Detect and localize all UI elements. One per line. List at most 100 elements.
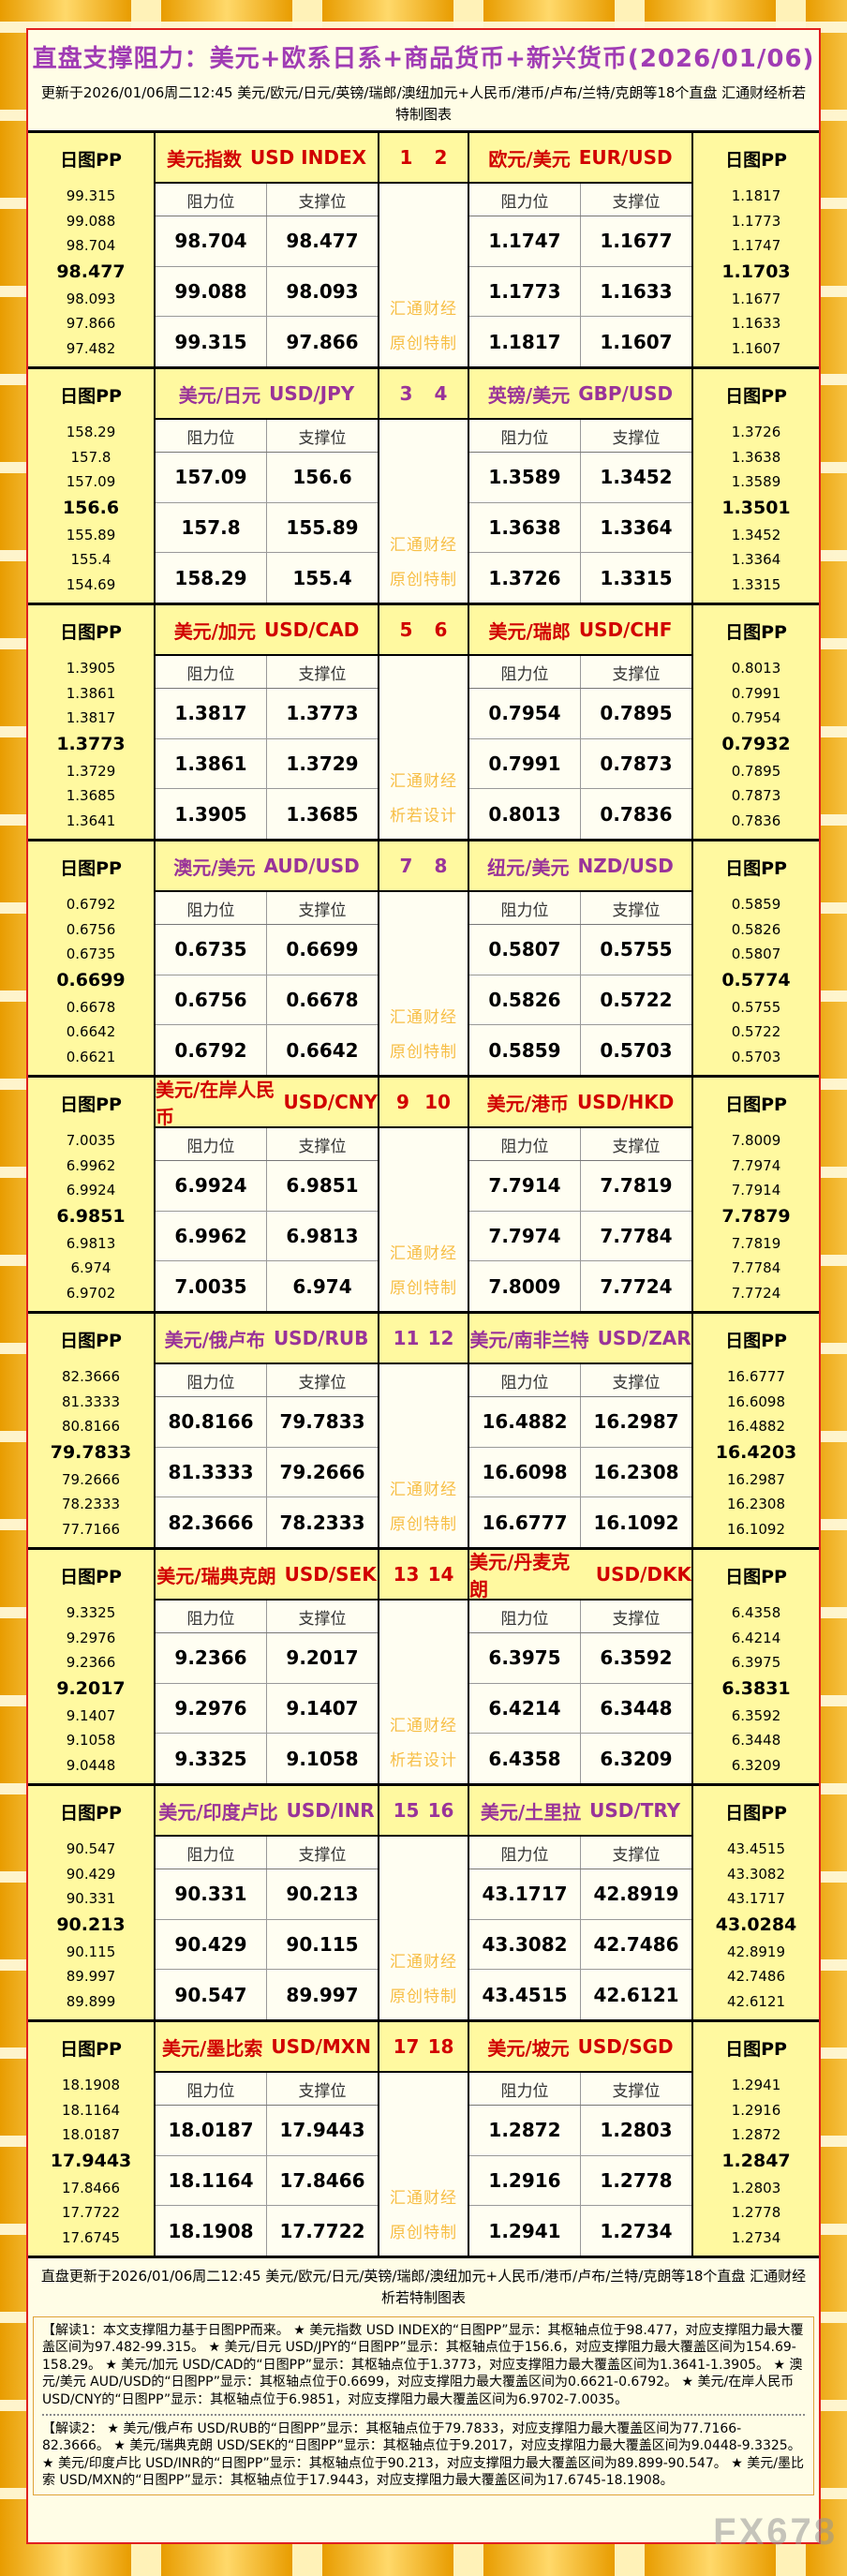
support-value: 6.3209 <box>580 1734 691 1784</box>
levels-row: 16.6777 16.1092 <box>469 1496 691 1548</box>
resistance-header: 阻力位 <box>500 428 549 448</box>
pp-value: 0.7991 <box>731 684 781 702</box>
support-value: 1.3773 <box>266 689 378 738</box>
resistance-value: 1.1817 <box>488 330 561 353</box>
pair-index-column: 3 4 汇通财经 原创特制 <box>379 369 468 603</box>
support-value: 42.8919 <box>580 1869 691 1919</box>
resistance-value: 1.2916 <box>488 2169 561 2192</box>
levels-row: 1.2872 1.2803 <box>469 2106 691 2155</box>
pp-value: 6.3975 <box>731 1654 781 1672</box>
pp-value: 1.3589 <box>731 473 781 491</box>
pp-value: 78.2333 <box>61 1496 121 1513</box>
resistance-value: 81.3333 <box>168 1461 254 1483</box>
support-value: 16.2308 <box>580 1447 691 1497</box>
pair-title: 英镑/美元 GBP/USD <box>469 369 691 420</box>
levels-row: 1.1747 1.1677 <box>469 216 691 266</box>
levels-header: 阻力位 支撑位 <box>156 420 378 453</box>
pp-column-right: 日图PP 1.2941 1.2916 1.2872 1.2847 1.2803 1.277… <box>693 2022 819 2256</box>
levels-header: 阻力位 支撑位 <box>156 1837 378 1869</box>
levels-table-right: 6.3975 6.3592 6.4214 6.3448 6.4358 6.3209 <box>469 1633 691 1784</box>
resistance-value: 6.4358 <box>488 1747 561 1770</box>
resistance-value: 18.1908 <box>168 2219 254 2242</box>
pair-index-column: 17 18 汇通财经 原创特制 <box>379 2022 468 2256</box>
support-value: 16.2987 <box>580 1397 691 1447</box>
currency-block: 日图PP 7.0035 6.9962 6.9924 6.9851 6.9813 6.974… <box>28 1075 819 1312</box>
levels-row: 7.8009 7.7724 <box>469 1260 691 1312</box>
pp-label: 日图PP <box>60 149 122 171</box>
pp-label: 日图PP <box>725 1566 787 1587</box>
pp-value: 6.9702 <box>66 1284 116 1302</box>
levels-row: 1.3726 1.3315 <box>469 552 691 603</box>
pair-number-left: 13 <box>393 1563 420 1586</box>
watermark-line-2: 原创特制 <box>390 335 457 353</box>
currency-block: 日图PP 9.3325 9.2976 9.2366 9.2017 9.1407 9.105… <box>28 1547 819 1784</box>
levels-row: 6.4214 6.3448 <box>469 1682 691 1734</box>
support-value: 1.3364 <box>580 502 691 553</box>
resistance-value: 90.331 <box>174 1883 247 1906</box>
watermark-area: 汇通财经 原创特制 <box>379 420 468 603</box>
currency-block: 日图PP 99.315 99.088 98.704 98.477 98.093 97.86… <box>28 130 819 367</box>
resistance-value: 1.2872 <box>488 2119 561 2142</box>
pp-value: 90.331 <box>66 1890 116 1908</box>
pair-left: 美元/日元 USD/JPY 阻力位 支撑位 157.09 156.6 157.8 15… <box>156 369 378 603</box>
pp-label: 日图PP <box>725 1330 787 1351</box>
resistance-value: 99.315 <box>174 330 247 353</box>
pp-value: 1.1607 <box>731 339 781 357</box>
pp-value: 7.8009 <box>731 1132 781 1150</box>
support-value: 0.6699 <box>266 925 378 975</box>
pp-value: 9.2976 <box>66 1629 116 1646</box>
pp-list-right: 1.2941 1.2916 1.2872 1.2847 1.2803 1.2778 1.27… <box>693 2073 819 2256</box>
pair-right-name-cn: 美元/港币 <box>486 1092 569 1115</box>
levels-table-right: 0.5807 0.5755 0.5826 0.5722 0.5859 0.5703 <box>469 925 691 1076</box>
watermark-area: 汇通财经 原创特制 <box>379 1128 468 1311</box>
pair-right-name-cn: 美元/瑞郎 <box>488 619 571 643</box>
pp-pivot-value: 43.0284 <box>715 1914 797 1936</box>
support-value: 0.6642 <box>266 1025 378 1076</box>
pair-left-name-cn: 美元/印度卢比 <box>158 1800 278 1824</box>
watermark-line-2: 析若设计 <box>390 807 457 826</box>
pp-value: 0.7954 <box>731 709 781 727</box>
resistance-value: 9.2366 <box>174 1646 247 1670</box>
pair-index-column: 5 6 汇通财经 析若设计 <box>379 605 468 839</box>
levels-row: 18.0187 17.9443 <box>156 2106 378 2155</box>
resistance-value: 157.8 <box>181 516 241 539</box>
support-value: 6.9851 <box>266 1161 378 1211</box>
pp-column-left: 日图PP 18.1908 18.1164 18.0187 17.9443 17.8466… <box>28 2022 154 2256</box>
resistance-value: 0.6735 <box>174 938 247 961</box>
levels-row: 1.3817 1.3773 <box>156 689 378 738</box>
pp-pivot-value: 90.213 <box>56 1914 126 1936</box>
pair-numbers: 7 8 <box>379 841 468 892</box>
support-header: 支撑位 <box>266 1128 378 1160</box>
pp-value: 16.2308 <box>726 1496 786 1513</box>
resistance-value: 6.3975 <box>488 1646 561 1670</box>
resistance-value: 6.9962 <box>174 1225 247 1247</box>
resistance-value: 16.4882 <box>482 1410 568 1434</box>
pp-value: 6.3209 <box>731 1756 781 1774</box>
resistance-header: 阻力位 <box>186 2081 235 2101</box>
pp-value: 1.1633 <box>731 315 781 333</box>
pp-column-left: 日图PP 158.29 157.8 157.09 156.6 155.89 155.4 15… <box>28 369 154 603</box>
pp-list-left: 0.6792 0.6756 0.6735 0.6699 0.6678 0.6642 0.66… <box>28 892 154 1075</box>
pp-pivot-value: 16.4203 <box>715 1442 797 1464</box>
pp-value: 1.3817 <box>66 709 116 727</box>
levels-table-left: 1.3817 1.3773 1.3861 1.3729 1.3905 1.3685 <box>156 689 378 840</box>
support-value: 7.7724 <box>580 1261 691 1312</box>
levels-row: 1.2916 1.2778 <box>469 2154 691 2206</box>
levels-row: 1.3638 1.3364 <box>469 501 691 553</box>
levels-row: 43.1717 42.8919 <box>469 1869 691 1919</box>
resistance-value: 6.9924 <box>174 1174 247 1198</box>
pp-value: 18.1164 <box>61 2101 121 2119</box>
resistance-value: 1.3861 <box>174 752 247 775</box>
pp-value: 1.3364 <box>731 551 781 569</box>
support-value: 97.866 <box>266 317 378 367</box>
pair-left-name-en: USD/JPY <box>269 382 355 405</box>
levels-header: 阻力位 支撑位 <box>469 184 691 216</box>
pair-title: 美元/港币 USD/HKD <box>469 1078 691 1128</box>
pp-value: 1.2803 <box>731 2179 781 2196</box>
pair-right: 美元/丹麦克朗 USD/DKK 阻力位 支撑位 6.3975 6.3592 6.42… <box>469 1550 691 1784</box>
levels-row: 6.9962 6.9813 <box>156 1210 378 1261</box>
support-value: 98.477 <box>266 216 378 266</box>
pair-title: 美元/坡元 USD/SGD <box>469 2022 691 2073</box>
pair-right: 美元/土里拉 USD/TRY 阻力位 支撑位 43.1717 42.8919 43.… <box>469 1786 691 2020</box>
pair-right-name-en: USD/DKK <box>595 1563 691 1586</box>
